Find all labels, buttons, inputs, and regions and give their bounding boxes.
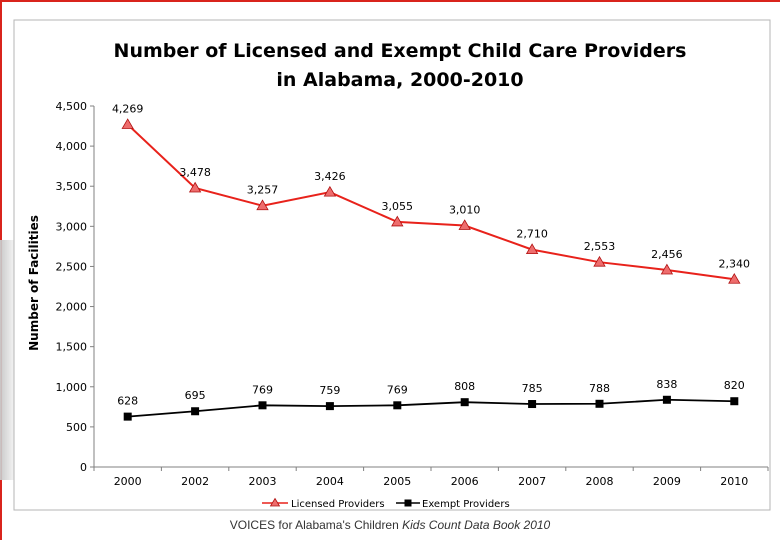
legend-marker-licensed (269, 497, 281, 507)
y-tick-label: 2,000 (56, 301, 88, 314)
data-labels: 4,269 3,478 3,257 3,426 3,055 3,010 2,710 2,553… (112, 103, 750, 408)
data-label-exempt: 808 (454, 380, 475, 393)
x-tick-label: 2003 (249, 475, 277, 488)
data-label-licensed: 3,010 (449, 204, 481, 217)
data-label-licensed: 3,426 (314, 170, 346, 183)
data-point-licensed (121, 118, 134, 129)
y-tick-label: 1,000 (56, 381, 88, 394)
data-label-licensed: 3,055 (382, 200, 414, 213)
data-point-exempt (528, 400, 537, 409)
series-line-exempt (127, 398, 735, 418)
data-point-licensed (525, 243, 539, 254)
data-label-exempt: 759 (319, 384, 340, 397)
x-tick-label: 2002 (181, 475, 209, 488)
data-point-exempt (123, 412, 132, 421)
chart-title-line-2: in Alabama, 2000-2010 (276, 69, 523, 91)
data-label-exempt: 695 (185, 389, 206, 402)
y-tick-label: 3,500 (56, 180, 88, 193)
legend: Licensed Providers Exempt Providers (262, 497, 510, 510)
data-label-exempt: 838 (656, 378, 677, 391)
data-label-exempt: 628 (117, 395, 138, 408)
data-point-exempt (325, 402, 334, 411)
legend-marker-exempt (404, 499, 412, 507)
x-tick-label: 2009 (653, 475, 681, 488)
x-tick-label: 2010 (720, 475, 748, 488)
data-label-licensed: 3,478 (179, 166, 211, 179)
footer-source-title: Kids Count Data Book 2010 (402, 518, 551, 532)
data-label-exempt: 769 (252, 383, 273, 396)
y-tick-label: 500 (66, 421, 87, 434)
y-tick-label: 4,000 (56, 140, 88, 153)
x-tick-label: 2000 (114, 475, 142, 488)
data-point-exempt (258, 401, 267, 410)
x-tick-label: 2007 (518, 475, 546, 488)
data-label-licensed: 4,269 (112, 103, 144, 116)
data-label-licensed: 2,456 (651, 248, 683, 261)
data-point-exempt (730, 397, 739, 406)
data-point-exempt (662, 395, 671, 404)
source-footer: VOICES for Alabama's Children Kids Count… (0, 518, 780, 538)
data-label-licensed: 2,710 (516, 228, 548, 241)
series (121, 118, 741, 421)
data-label-exempt: 820 (724, 379, 745, 392)
axes: 0 500 1,000 1,500 2,000 2,500 3,000 3,500 4,000 4… (56, 100, 769, 488)
data-point-exempt (460, 398, 469, 407)
data-label-exempt: 788 (589, 382, 610, 395)
legend-label-exempt: Exempt Providers (422, 499, 510, 510)
data-point-exempt (595, 399, 604, 408)
data-point-licensed (728, 272, 741, 284)
data-label-exempt: 769 (387, 383, 408, 396)
y-tick-label: 1,500 (56, 341, 88, 354)
data-label-exempt: 785 (522, 382, 543, 395)
data-label-licensed: 2,553 (584, 240, 616, 253)
data-point-licensed (256, 199, 269, 211)
data-point-licensed (188, 181, 202, 193)
y-tick-label: 4,500 (56, 100, 88, 113)
legend-label-licensed: Licensed Providers (291, 499, 385, 510)
legend-item-exempt: Exempt Providers (396, 499, 510, 510)
data-point-exempt (393, 401, 402, 410)
x-tick-label: 2004 (316, 475, 344, 488)
data-label-licensed: 3,257 (247, 184, 279, 197)
data-point-licensed (660, 263, 674, 275)
data-point-licensed (391, 215, 404, 227)
chart-area-border (13, 19, 771, 511)
footer-source-text: VOICES for Alabama's Children (229, 518, 403, 532)
data-point-licensed (323, 185, 337, 197)
data-point-licensed (458, 219, 471, 230)
y-tick-label: 3,000 (56, 220, 88, 233)
x-tick-label: 2006 (451, 475, 479, 488)
line-chart: Number of Licensed and Exempt Child Care… (13, 19, 771, 511)
y-tick-label: 2,500 (56, 260, 88, 273)
y-tick-label: 0 (80, 461, 87, 474)
legend-item-licensed: Licensed Providers (262, 497, 385, 510)
chart-title-line-1: Number of Licensed and Exempt Child Care… (114, 40, 687, 62)
data-point-licensed (593, 255, 606, 267)
y-axis-label: Number of Facilities (27, 215, 41, 351)
x-tick-label: 2005 (383, 475, 411, 488)
series-line-licensed (127, 123, 735, 281)
data-point-exempt (191, 407, 200, 416)
data-label-licensed: 2,340 (719, 257, 751, 270)
x-tick-label: 2008 (586, 475, 614, 488)
